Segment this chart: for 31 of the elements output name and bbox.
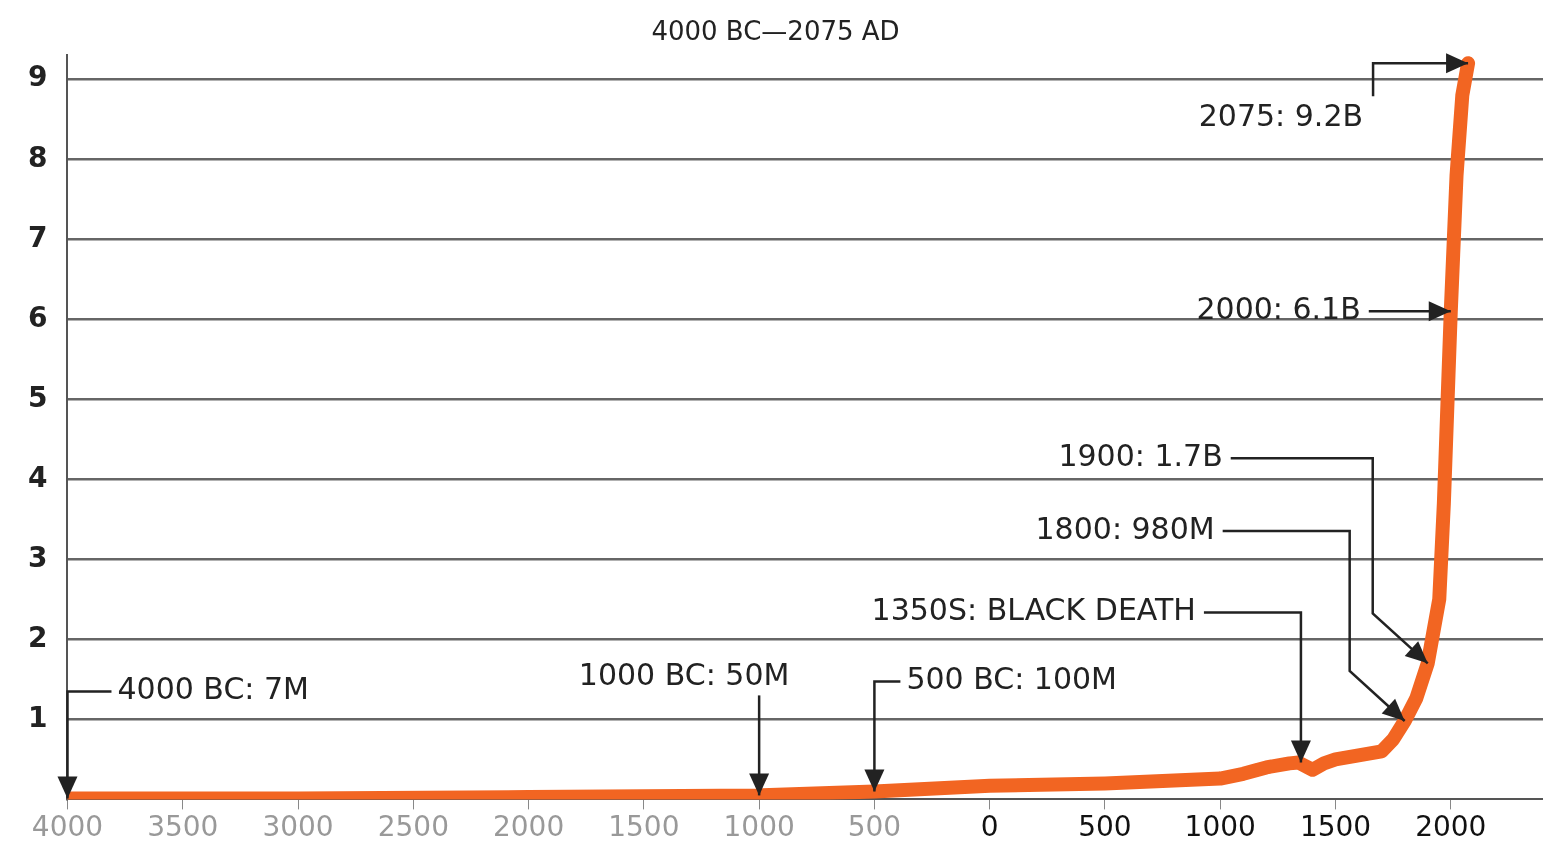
y-tick-label: 1 — [28, 700, 48, 734]
x-tick-label: 3500 — [147, 810, 219, 844]
annotation: 1000 BC: 50M — [578, 657, 790, 693]
x-tick-label: 2500 — [377, 810, 449, 844]
y-tick-label: 8 — [28, 140, 48, 174]
x-tick-label: 1000 — [1184, 810, 1256, 844]
y-tick-label: 9 — [28, 60, 48, 94]
x-tick-label: 1500 — [608, 810, 680, 844]
x-tick-label: 1000 — [723, 810, 795, 844]
x-tick-label: 500 — [1078, 810, 1132, 844]
annotation: 2075: 9.2B — [1198, 98, 1364, 133]
x-tick-label: 1500 — [1299, 810, 1372, 844]
x-tick-label: 0 — [980, 810, 999, 844]
x-tick-label: 2000 — [492, 810, 565, 844]
x-tick-label: 3000 — [262, 810, 334, 844]
annotation: 2000: 6.1B — [1196, 291, 1361, 327]
annotation: 4000 BC: 7M — [117, 671, 309, 707]
annotation: 1800: 980M — [1035, 510, 1215, 546]
annotation: 1900: 1.7B — [1058, 438, 1223, 474]
x-tick-label: 500 — [847, 810, 902, 844]
y-tick-label: 4 — [28, 460, 48, 494]
y-tick-label: 2 — [28, 620, 48, 654]
y-tick-label: 7 — [28, 220, 48, 254]
x-tick-label: 4000 — [31, 810, 104, 844]
y-tick-label: 6 — [28, 300, 48, 334]
y-tick-label: 5 — [28, 380, 48, 414]
y-tick-label: 3 — [28, 540, 48, 574]
x-tick-label: 2000 — [1415, 810, 1487, 844]
annotation: 1350S: BLACK DEATH — [871, 592, 1196, 628]
chart-title: 4000 BC—2075 AD — [651, 16, 900, 47]
annotation: 500 BC: 100M — [906, 661, 1117, 697]
